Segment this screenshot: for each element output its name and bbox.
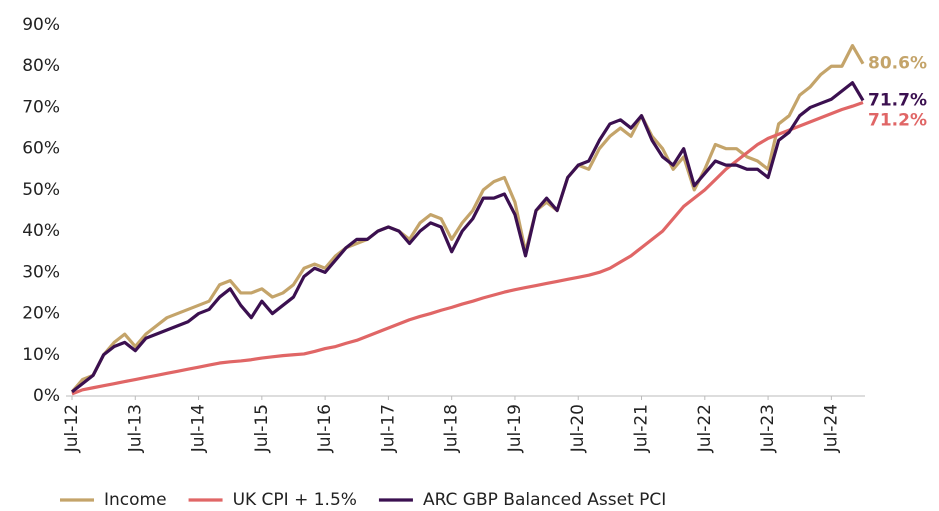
legend-label: ARC GBP Balanced Asset PCI	[423, 490, 666, 510]
legend-label: UK CPI + 1.5%	[233, 490, 357, 510]
x-tick-label: Jul-18	[442, 404, 462, 453]
legend-label: Income	[104, 490, 167, 510]
x-tick-label: Jul-17	[378, 404, 398, 453]
end-label: 71.2%	[868, 110, 927, 130]
y-tick-label: 40%	[22, 221, 60, 241]
x-tick-label: Jul-23	[758, 404, 778, 453]
y-tick-label: 70%	[22, 97, 60, 117]
x-tick-label: Jul-20	[568, 404, 588, 453]
y-tick-label: 0%	[33, 386, 60, 406]
y-tick-label: 90%	[22, 15, 60, 35]
x-tick-label: Jul-21	[632, 404, 652, 453]
x-tick-label: Jul-15	[252, 404, 272, 453]
y-tick-label: 50%	[22, 180, 60, 200]
x-tick-label: Jul-24	[821, 404, 841, 453]
x-tick-label: Jul-12	[62, 404, 82, 453]
x-tick-label: Jul-13	[125, 404, 145, 453]
end-label: 71.7%	[868, 90, 927, 110]
y-tick-label: 10%	[22, 345, 60, 365]
y-tick-label: 60%	[22, 139, 60, 159]
y-tick-label: 20%	[22, 304, 60, 324]
x-tick-label: Jul-19	[505, 404, 525, 453]
x-tick-label: Jul-16	[315, 404, 335, 453]
end-label: 80.6%	[868, 54, 927, 74]
y-tick-label: 80%	[22, 56, 60, 76]
series-line	[71, 81, 865, 394]
x-tick-label: Jul-14	[189, 404, 209, 453]
series-line	[71, 100, 864, 396]
x-tick-label: Jul-22	[695, 404, 715, 453]
series-line	[70, 44, 865, 393]
y-tick-label: 30%	[22, 262, 60, 282]
